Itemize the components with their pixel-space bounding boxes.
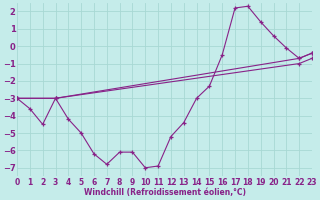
X-axis label: Windchill (Refroidissement éolien,°C): Windchill (Refroidissement éolien,°C) <box>84 188 245 197</box>
